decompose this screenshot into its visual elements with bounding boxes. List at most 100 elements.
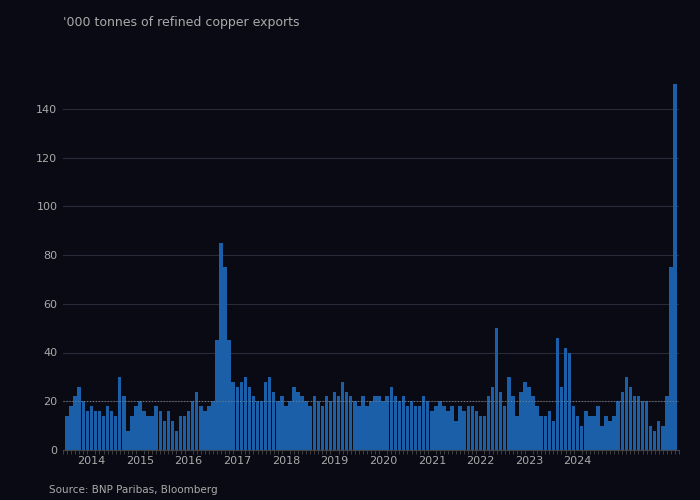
Bar xyxy=(272,392,276,450)
Bar xyxy=(102,416,105,450)
Bar xyxy=(434,406,438,450)
Bar xyxy=(426,401,430,450)
Bar xyxy=(260,401,263,450)
Bar xyxy=(669,267,673,450)
Bar xyxy=(110,411,113,450)
Bar xyxy=(65,416,69,450)
Bar xyxy=(268,377,272,450)
Bar xyxy=(580,426,584,450)
Bar xyxy=(142,411,146,450)
Bar xyxy=(393,396,397,450)
Bar xyxy=(640,401,644,450)
Bar xyxy=(604,416,608,450)
Bar xyxy=(576,416,580,450)
Bar xyxy=(584,411,587,450)
Bar xyxy=(90,406,93,450)
Bar xyxy=(288,401,292,450)
Bar xyxy=(365,406,369,450)
Bar xyxy=(118,377,122,450)
Bar xyxy=(617,401,620,450)
Bar xyxy=(252,396,256,450)
Bar xyxy=(248,386,251,450)
Bar xyxy=(256,401,259,450)
Bar xyxy=(475,411,478,450)
Bar xyxy=(608,421,612,450)
Bar xyxy=(296,392,300,450)
Bar xyxy=(418,406,421,450)
Bar xyxy=(665,396,668,450)
Bar xyxy=(470,406,474,450)
Bar xyxy=(556,338,559,450)
Bar xyxy=(187,411,190,450)
Bar xyxy=(332,392,336,450)
Bar xyxy=(568,352,571,450)
Bar xyxy=(353,401,356,450)
Bar xyxy=(219,243,223,450)
Bar xyxy=(345,392,349,450)
Text: Source: BNP Paribas, Bloomberg: Source: BNP Paribas, Bloomberg xyxy=(49,485,218,495)
Bar xyxy=(547,411,551,450)
Bar xyxy=(195,392,199,450)
Bar xyxy=(284,406,288,450)
Bar xyxy=(633,396,636,450)
Bar xyxy=(139,401,141,450)
Bar xyxy=(162,421,166,450)
Bar xyxy=(479,416,482,450)
Bar xyxy=(321,406,324,450)
Bar xyxy=(312,396,316,450)
Bar xyxy=(649,426,652,450)
Bar xyxy=(657,421,661,450)
Bar xyxy=(620,392,624,450)
Bar xyxy=(146,416,150,450)
Bar xyxy=(341,382,344,450)
Bar xyxy=(410,401,413,450)
Bar xyxy=(300,396,304,450)
Bar xyxy=(661,426,664,450)
Bar xyxy=(466,406,470,450)
Bar xyxy=(629,386,632,450)
Bar xyxy=(228,340,231,450)
Bar xyxy=(276,401,279,450)
Bar xyxy=(171,421,174,450)
Bar xyxy=(264,382,267,450)
Bar xyxy=(402,396,405,450)
Bar xyxy=(450,406,454,450)
Bar xyxy=(191,401,195,450)
Bar xyxy=(527,386,531,450)
Bar xyxy=(601,426,603,450)
Bar xyxy=(422,396,426,450)
Bar xyxy=(447,411,449,450)
Bar xyxy=(175,430,178,450)
Bar xyxy=(155,406,158,450)
Bar xyxy=(543,416,547,450)
Bar xyxy=(673,84,677,450)
Bar xyxy=(483,416,486,450)
Bar xyxy=(511,396,514,450)
Bar xyxy=(280,396,284,450)
Bar xyxy=(536,406,539,450)
Bar xyxy=(495,328,498,450)
Bar xyxy=(239,382,243,450)
Bar xyxy=(207,406,211,450)
Bar xyxy=(540,416,543,450)
Bar xyxy=(430,411,433,450)
Bar xyxy=(74,396,77,450)
Bar xyxy=(515,416,519,450)
Bar xyxy=(223,267,227,450)
Bar xyxy=(637,396,640,450)
Bar xyxy=(178,416,182,450)
Bar xyxy=(552,421,555,450)
Bar xyxy=(377,396,381,450)
Bar xyxy=(524,382,526,450)
Bar xyxy=(130,416,134,450)
Bar xyxy=(454,421,458,450)
Bar xyxy=(382,401,385,450)
Bar xyxy=(645,401,648,450)
Bar xyxy=(560,386,564,450)
Bar xyxy=(81,401,85,450)
Bar xyxy=(486,396,490,450)
Bar xyxy=(349,396,353,450)
Bar xyxy=(398,401,401,450)
Bar xyxy=(122,396,125,450)
Bar xyxy=(216,340,218,450)
